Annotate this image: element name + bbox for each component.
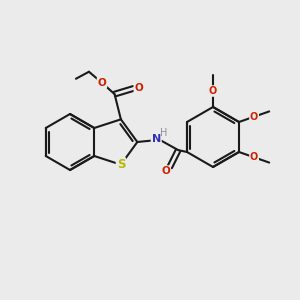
Text: O: O [161, 166, 170, 176]
Text: O: O [250, 152, 258, 162]
Text: O: O [250, 112, 258, 122]
Text: H: H [160, 128, 167, 138]
Text: O: O [134, 83, 143, 93]
Text: O: O [209, 86, 217, 96]
Text: O: O [98, 78, 106, 88]
Text: S: S [117, 158, 125, 171]
Text: N: N [152, 134, 161, 144]
